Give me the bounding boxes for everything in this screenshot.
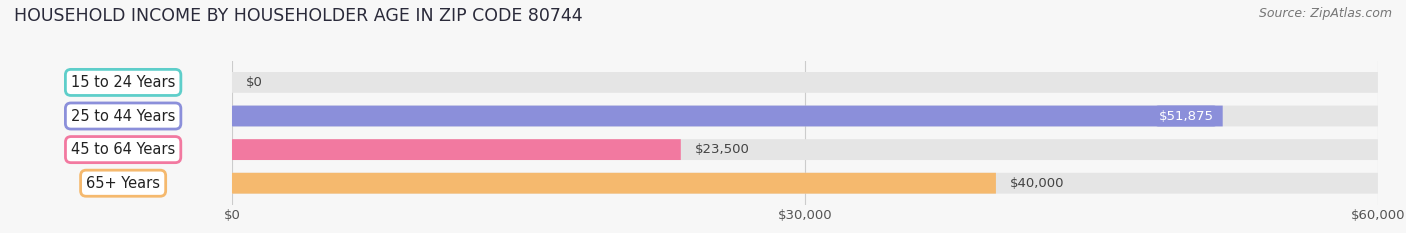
Text: $23,500: $23,500 (695, 143, 749, 156)
Text: 25 to 44 Years: 25 to 44 Years (70, 109, 176, 123)
FancyBboxPatch shape (232, 173, 1378, 194)
FancyBboxPatch shape (232, 106, 1223, 127)
Text: HOUSEHOLD INCOME BY HOUSEHOLDER AGE IN ZIP CODE 80744: HOUSEHOLD INCOME BY HOUSEHOLDER AGE IN Z… (14, 7, 582, 25)
Text: 65+ Years: 65+ Years (86, 176, 160, 191)
Text: Source: ZipAtlas.com: Source: ZipAtlas.com (1258, 7, 1392, 20)
FancyBboxPatch shape (232, 72, 1378, 93)
FancyBboxPatch shape (232, 139, 681, 160)
Text: $51,875: $51,875 (1159, 110, 1213, 123)
Text: $40,000: $40,000 (1010, 177, 1064, 190)
Text: 15 to 24 Years: 15 to 24 Years (70, 75, 176, 90)
FancyBboxPatch shape (232, 106, 1378, 127)
FancyBboxPatch shape (232, 139, 1378, 160)
FancyBboxPatch shape (232, 173, 995, 194)
Text: 45 to 64 Years: 45 to 64 Years (72, 142, 176, 157)
Text: $0: $0 (246, 76, 263, 89)
